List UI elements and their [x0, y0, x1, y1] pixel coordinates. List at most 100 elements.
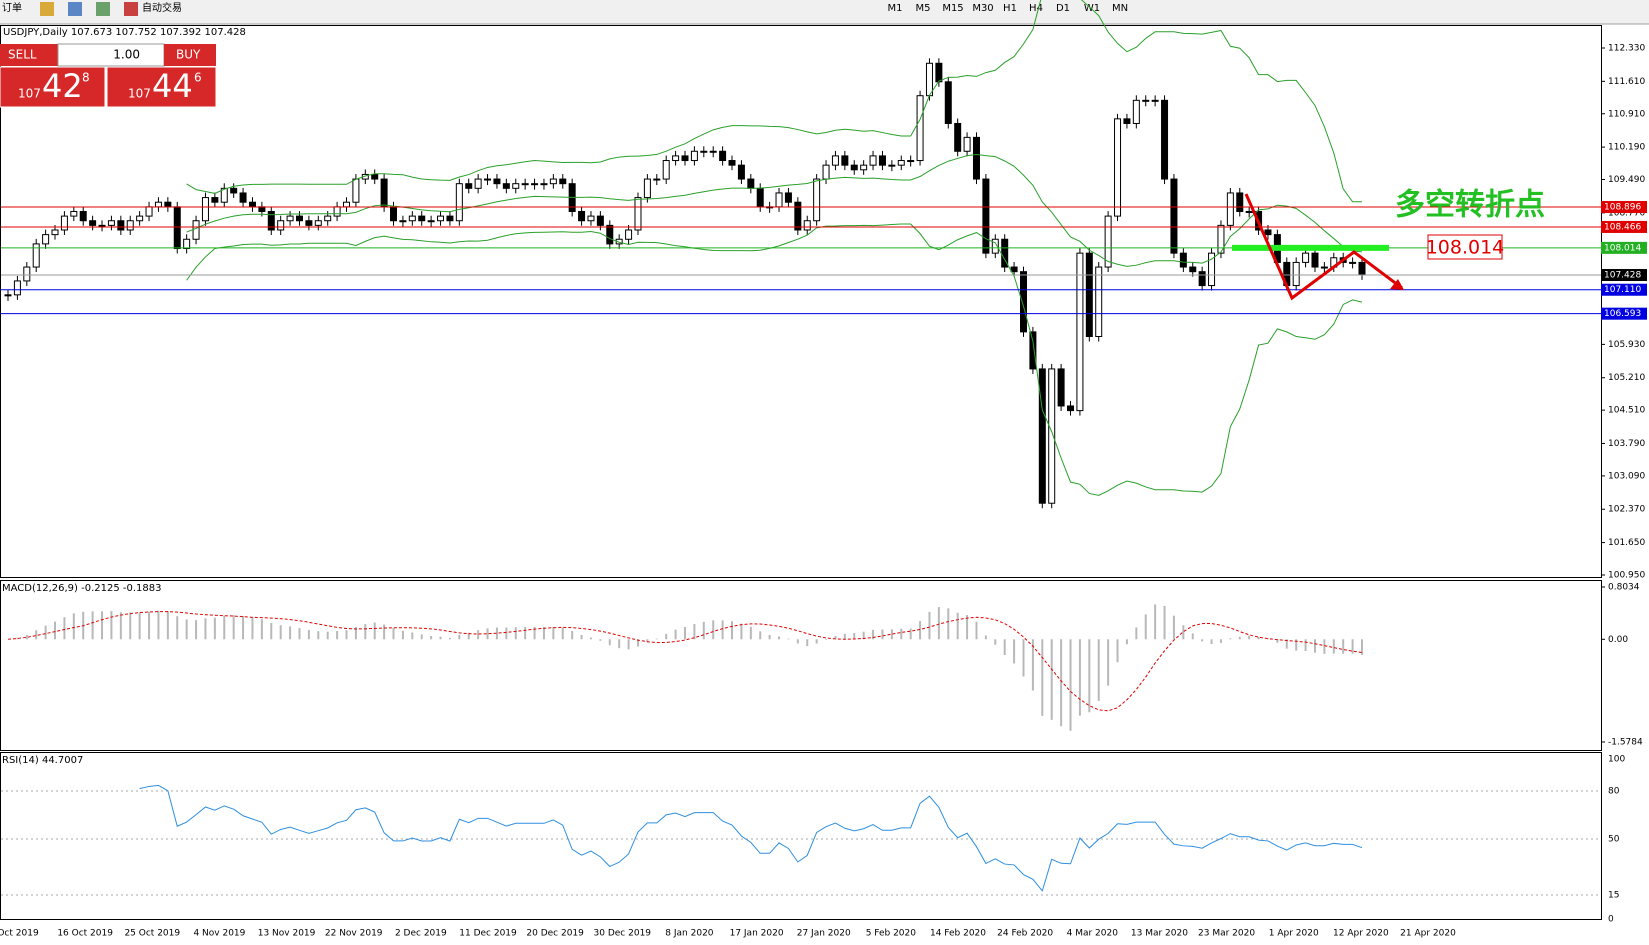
y-tick-label: 109.490: [1608, 175, 1645, 185]
timeframe[interactable]: M15: [942, 3, 963, 14]
rsi-line: [139, 784, 1363, 892]
rsi-label: RSI(14) 44.7007: [2, 755, 83, 766]
timeframe[interactable]: H4: [1029, 3, 1043, 14]
candle-body: [549, 178, 557, 185]
lots-input[interactable]: [57, 43, 165, 67]
y-tick-label: 100.950: [1608, 571, 1645, 581]
price-level-label: 108.466: [1604, 222, 1641, 232]
timeframe[interactable]: D1: [1056, 3, 1070, 14]
rsi-tick-label: 50: [1608, 835, 1620, 845]
candle-body: [747, 178, 755, 189]
price-level-tag: [1601, 241, 1647, 254]
candle-body: [982, 178, 990, 254]
date-label: 21 Apr 2020: [1400, 929, 1456, 939]
date-label: 13 Mar 2020: [1131, 929, 1188, 939]
candle-body: [60, 215, 68, 231]
candle-body: [390, 206, 398, 222]
trend-arrow: [1244, 193, 1403, 301]
candle-body: [145, 206, 153, 217]
bid-big: 107: [18, 87, 41, 101]
ask-main: 44: [152, 67, 193, 105]
date-label: 24 Feb 2020: [997, 929, 1053, 939]
candle-body: [531, 183, 539, 186]
auto-trade[interactable]: 自动交易: [142, 1, 182, 14]
candle-body: [295, 215, 303, 222]
candle-body: [991, 238, 999, 254]
candle-body: [117, 220, 125, 231]
candle-body: [4, 294, 12, 297]
bollinger-band: [186, 223, 1363, 496]
ask-box[interactable]: [106, 66, 217, 108]
candle-body: [1198, 271, 1206, 287]
candle-body: [728, 160, 736, 166]
candle-body: [681, 155, 689, 162]
price-level-tag: [1601, 307, 1647, 320]
candle-body: [333, 206, 341, 217]
y-tick-label: 104.510: [1608, 406, 1645, 416]
candle-body: [756, 187, 764, 208]
annotation-price: 108.014: [1426, 237, 1505, 259]
timeframe[interactable]: MN: [1112, 3, 1128, 14]
date-label: 22 Nov 2019: [325, 929, 383, 939]
candle-body: [1179, 252, 1187, 268]
icon[interactable]: [124, 2, 138, 16]
menu-order[interactable]: 订单: [2, 2, 22, 14]
sell-button[interactable]: [0, 44, 58, 66]
candle-body: [305, 220, 313, 226]
candle-body: [813, 178, 821, 222]
price-level-tag: [1601, 269, 1647, 282]
candle-body: [784, 192, 792, 203]
candle-body: [512, 183, 520, 189]
icon[interactable]: [40, 2, 54, 16]
candle-body: [1029, 331, 1037, 370]
candle-body: [324, 215, 332, 222]
lots-value[interactable]: 1.00: [113, 48, 140, 62]
candle-body: [23, 266, 31, 282]
candle-body: [314, 220, 322, 226]
sell-label[interactable]: SELL: [8, 48, 37, 62]
candle-body: [399, 220, 407, 223]
buy-label[interactable]: BUY: [176, 48, 201, 62]
date-label: 16 Oct 2019: [57, 929, 113, 939]
candle-body: [803, 220, 811, 231]
macd-pane: [0, 580, 1602, 751]
date-label: 11 Dec 2019: [459, 929, 517, 939]
candle-body: [596, 215, 604, 226]
icon[interactable]: [96, 2, 110, 16]
timeframe[interactable]: W1: [1084, 3, 1100, 14]
price-level-label: 108.014: [1604, 243, 1641, 253]
candle-body: [1151, 99, 1159, 102]
ask-small: 6: [194, 71, 202, 85]
macd-tick-label: 0.8034: [1608, 583, 1640, 593]
candle-body: [107, 220, 115, 226]
candle-body: [1292, 261, 1300, 287]
candle-body: [1020, 271, 1027, 333]
candle-body: [878, 155, 886, 166]
date-label: 27 Jan 2020: [797, 929, 851, 939]
bid-box[interactable]: [0, 66, 106, 108]
candle-body: [427, 220, 435, 223]
icon[interactable]: [68, 2, 82, 16]
candle-body: [822, 164, 830, 180]
timeframe[interactable]: M5: [916, 3, 931, 14]
date-label: 12 Apr 2020: [1333, 929, 1389, 939]
date-label: 23 Mar 2020: [1198, 929, 1255, 939]
ask-big: 107: [128, 87, 151, 101]
date-label: 4 Mar 2020: [1067, 929, 1119, 939]
date-label: 30 Dec 2019: [594, 929, 652, 939]
candle-body: [794, 201, 802, 231]
date-label: Oct 2019: [0, 929, 39, 939]
candle-body: [343, 201, 350, 208]
buy-button[interactable]: [164, 44, 216, 66]
y-tick-label: 110.190: [1608, 143, 1645, 153]
timeframe[interactable]: H1: [1003, 3, 1017, 14]
rsi-tick-label: 15: [1608, 891, 1619, 901]
timeframe[interactable]: M1: [888, 3, 903, 14]
date-label: 4 Nov 2019: [193, 929, 245, 939]
timeframe[interactable]: M30: [972, 3, 993, 14]
candle-body: [1010, 266, 1018, 273]
candle-body: [32, 243, 40, 268]
candle-body: [248, 201, 256, 208]
candle-body: [1170, 178, 1178, 254]
